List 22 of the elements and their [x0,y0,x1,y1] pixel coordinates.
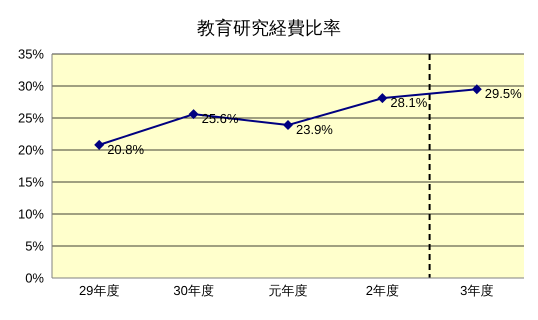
point [377,93,388,104]
point [94,140,104,150]
y-tick-label: 5% [25,238,44,254]
text: 23.9% [296,122,333,138]
chart-title: 教育研究経費比率 [196,17,342,40]
point [188,109,199,120]
y-tick-label: 25% [18,110,44,126]
y-tick-label: 30% [18,78,44,94]
y-tick-label: 20% [18,142,44,158]
y-tick-label: 0% [25,270,44,286]
text: 28.1% [390,95,428,110]
y-tick-label: 10% [18,206,44,222]
point [472,84,482,94]
x-tick-label: 29年度 [78,283,120,298]
x-tick-label: 30年度 [173,283,214,298]
x-tick-label: 元年度 [268,283,308,298]
y-tick-label: 35% [18,46,44,62]
x-tick-label: 3年度 [460,283,494,298]
x-tick-label: 2年度 [366,283,400,298]
y-tick-label: 15% [18,174,44,190]
text: 29.5% [484,86,522,102]
point [283,120,293,130]
